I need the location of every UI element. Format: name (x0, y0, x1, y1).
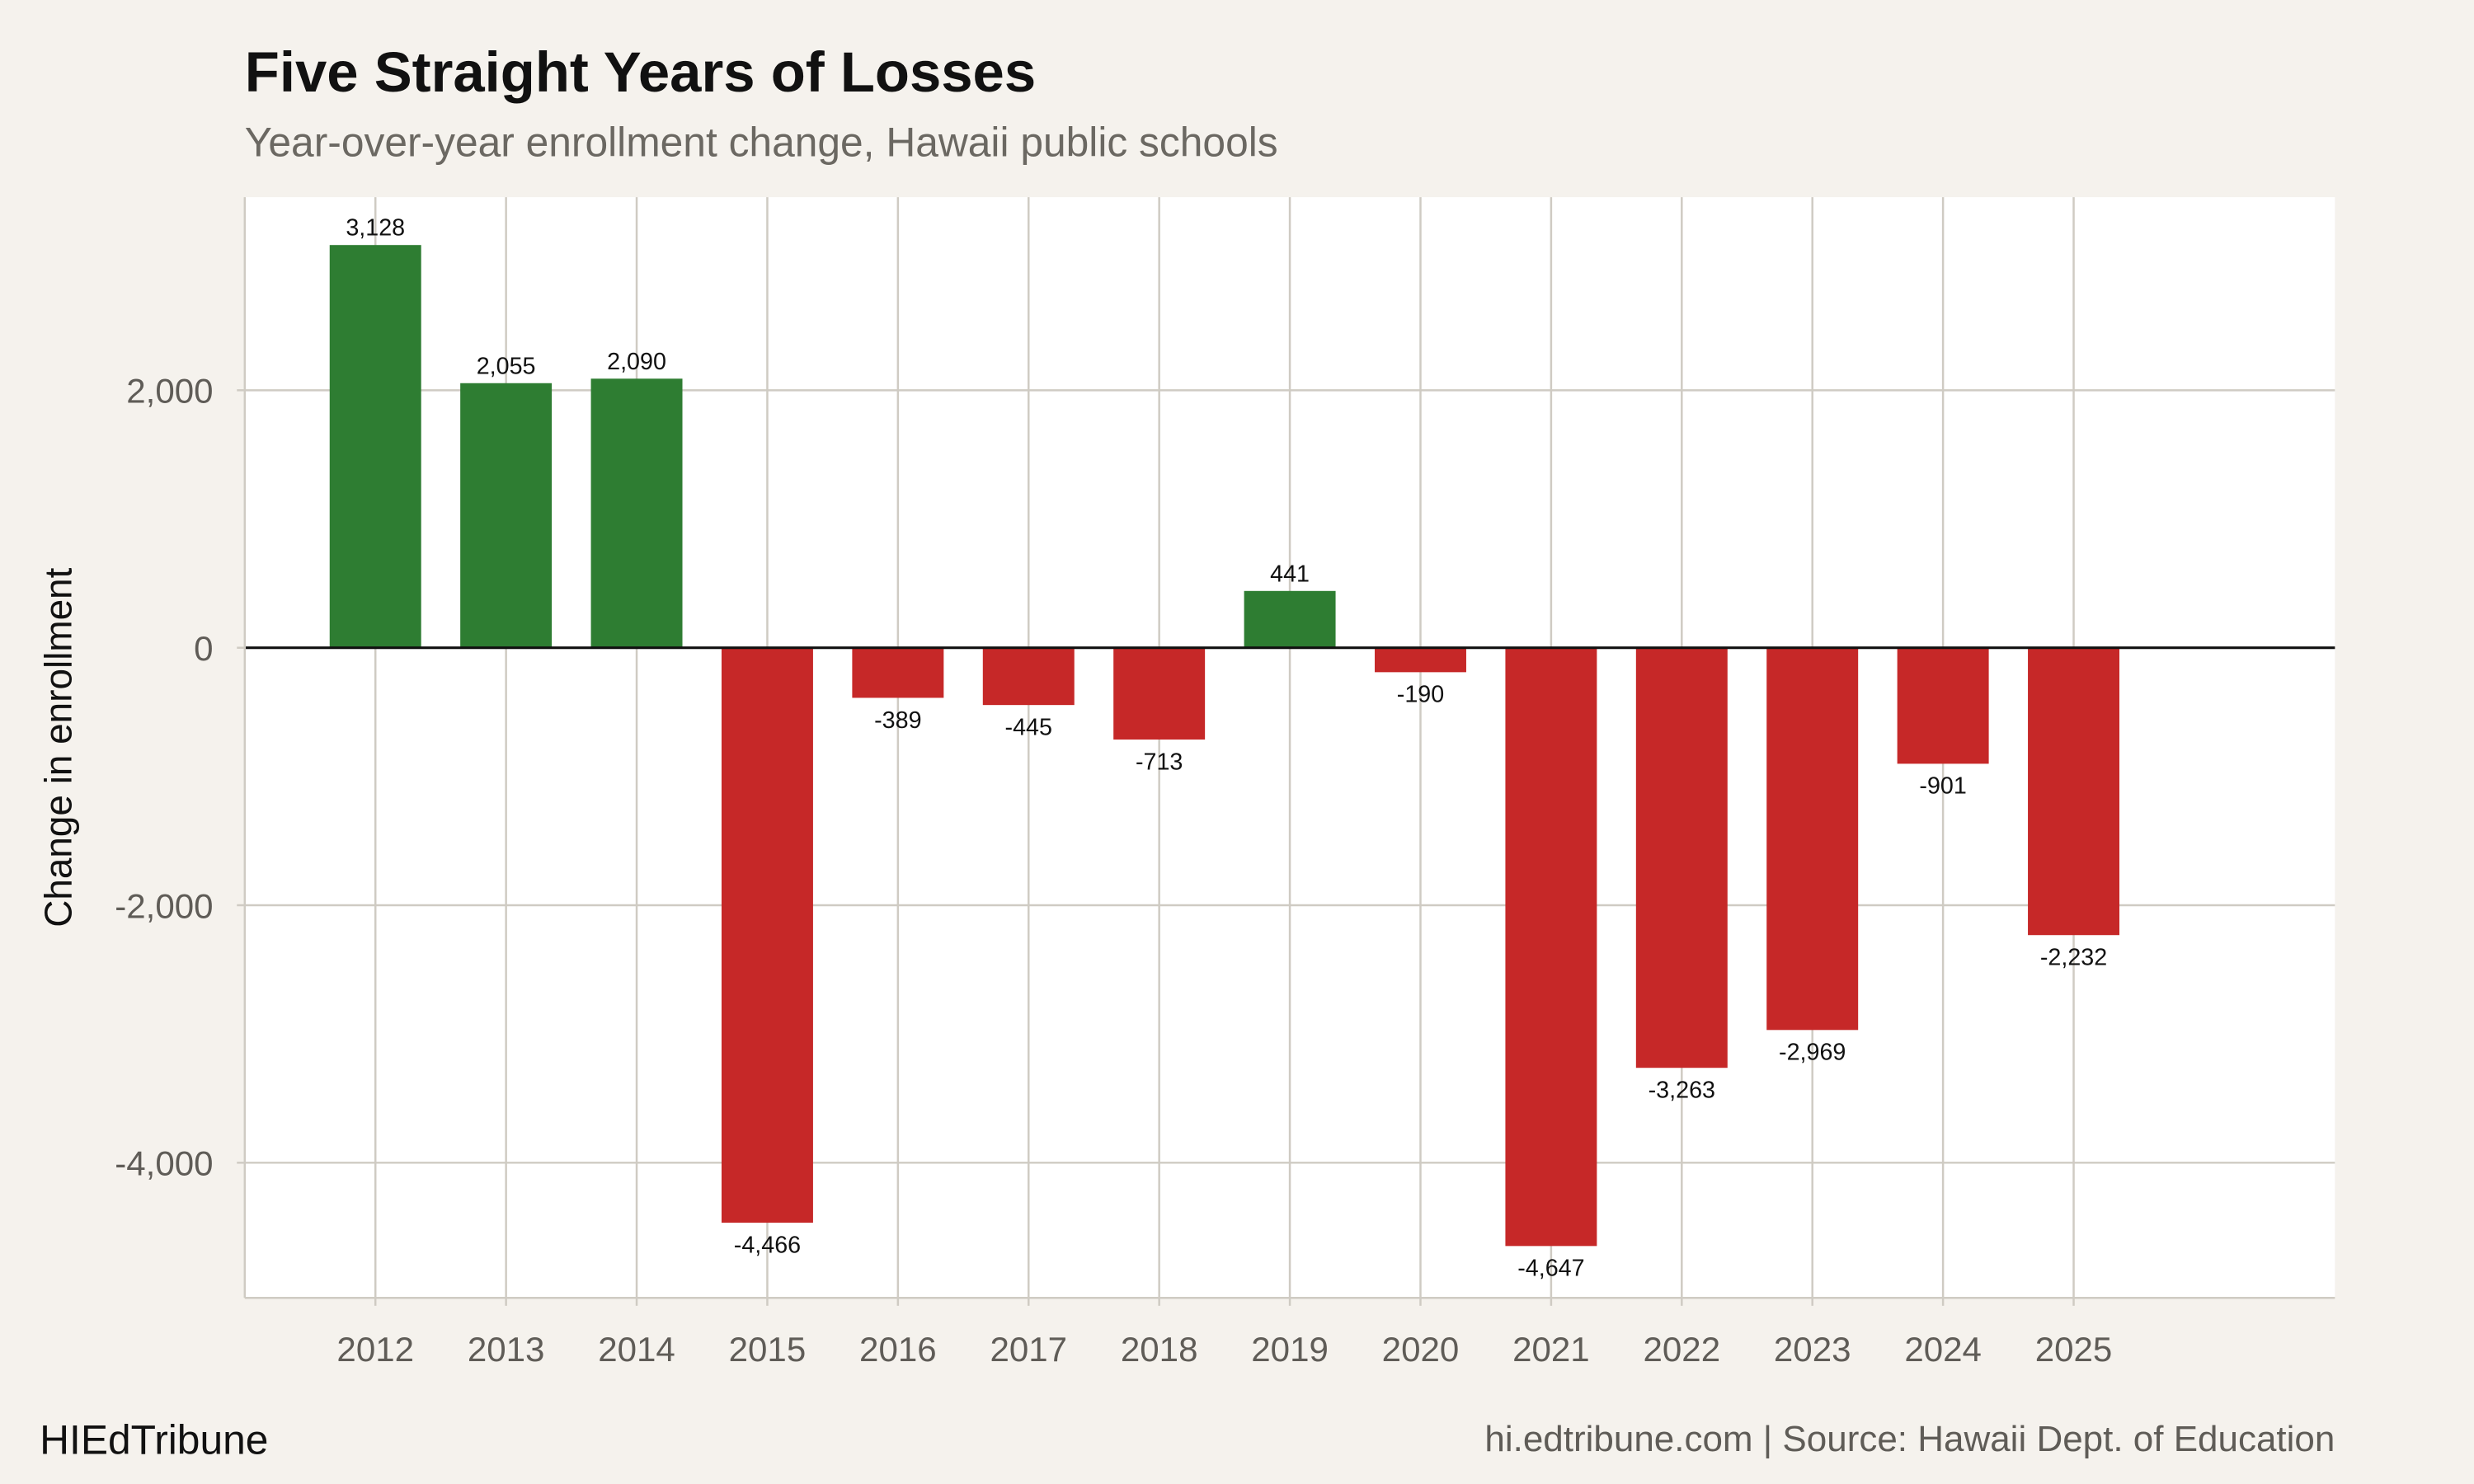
x-tick-label: 2021 (1512, 1330, 1590, 1369)
source-footer: hi.edtribune.com | Source: Hawaii Dept. … (1484, 1419, 2335, 1459)
x-tick-label: 2025 (2035, 1330, 2113, 1369)
axes: 2,000 0 -2,000 -4,000 2012 2013 2014 2015 2016 20… (115, 197, 2335, 1369)
x-tick-label: 2016 (859, 1330, 937, 1369)
bar-2021 (1505, 647, 1597, 1247)
chart-title: Five Straight Years of Losses (245, 40, 1036, 104)
y-axis-label: Change in enrollment (36, 567, 79, 927)
bar-2025 (2028, 647, 2120, 936)
value-label: 3,128 (346, 215, 405, 242)
bar-2014 (590, 378, 683, 648)
value-label: -4,466 (734, 1232, 801, 1258)
brand-footer: HIEdTribune (40, 1417, 268, 1463)
value-labels: 3,128 2,055 2,090 -4,466 -389 -445 -713 441 -190… (346, 215, 2107, 1282)
bar-2012 (329, 245, 421, 648)
x-tick-label: 2024 (1904, 1330, 1982, 1369)
x-tick-label: 2014 (598, 1330, 675, 1369)
x-tick-label: 2013 (468, 1330, 545, 1369)
bar-2019 (1244, 590, 1336, 648)
x-tick-label: 2019 (1251, 1330, 1329, 1369)
bar-2013 (460, 383, 553, 648)
value-label: 2,055 (477, 353, 536, 379)
chart-subtitle: Year-over-year enrollment change, Hawaii… (245, 119, 1278, 165)
x-tick-label: 2022 (1644, 1330, 1721, 1369)
x-tick-label: 2015 (729, 1330, 807, 1369)
value-label: -901 (1919, 773, 1966, 800)
value-label: -389 (874, 707, 921, 734)
value-label: 2,090 (607, 349, 666, 375)
value-label: -2,969 (1779, 1040, 1846, 1066)
x-tick-label: 2023 (1774, 1330, 1851, 1369)
value-label: -3,263 (1649, 1078, 1715, 1104)
value-label: -190 (1397, 682, 1444, 708)
y-tick-label: 0 (194, 629, 213, 668)
bar-2016 (852, 647, 944, 698)
x-tick-label: 2012 (336, 1330, 414, 1369)
value-label: -4,647 (1517, 1256, 1584, 1282)
bar-2017 (982, 647, 1075, 706)
bar-2024 (1897, 647, 1989, 764)
y-tick-label: 2,000 (126, 372, 213, 411)
y-tick-label: -2,000 (115, 886, 213, 925)
x-tick-label: 2020 (1382, 1330, 1460, 1369)
value-label: 441 (1270, 561, 1310, 587)
x-tick-label: 2017 (990, 1330, 1067, 1369)
bar-2023 (1766, 647, 1859, 1031)
y-tick-label: -4,000 (115, 1144, 213, 1183)
bar-2020 (1375, 647, 1466, 673)
value-label: -713 (1136, 749, 1183, 775)
x-tick-label: 2018 (1121, 1330, 1198, 1369)
bar-2018 (1113, 647, 1206, 740)
bars (329, 245, 2120, 1247)
value-label: -2,232 (2040, 945, 2107, 971)
value-label: -445 (1005, 715, 1052, 741)
bar-2015 (721, 647, 813, 1223)
bar-2022 (1635, 647, 1728, 1068)
